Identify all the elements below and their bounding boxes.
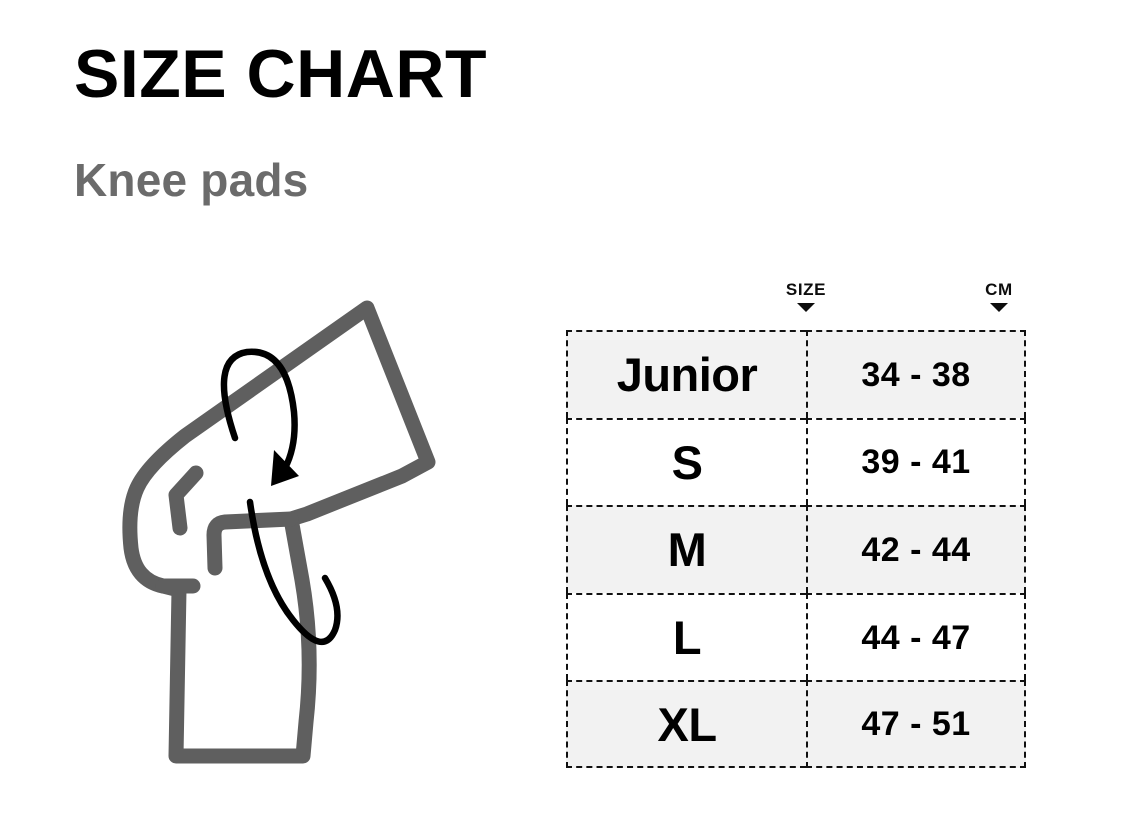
size-label: Junior [616,348,758,402]
cm-value: 44 - 47 [861,618,971,657]
table-cell-size: M [566,505,806,593]
table-row: L 44 - 47 [566,592,1026,681]
size-chart-table: Junior 34 - 38 S 39 - 41 M 42 - 44 L 44 … [566,330,1026,768]
table-cell-cm: 34 - 38 [806,330,1026,418]
table-cell-size: L [566,592,806,681]
column-header-cm: CM [919,281,1079,312]
table-row: Junior 34 - 38 [566,330,1026,418]
cm-value: 39 - 41 [861,443,971,482]
column-header-size: SIZE [726,281,886,312]
table-cell-cm: 47 - 51 [806,680,1026,768]
arrowhead-icon [271,450,299,486]
page-title: SIZE CHART [74,36,487,112]
table-row: XL 47 - 51 [566,680,1026,768]
size-label: L [672,611,702,665]
size-label: XL [657,697,717,751]
table-cell-size: S [566,417,806,506]
chevron-down-icon [990,303,1008,312]
table-cell-cm: 42 - 44 [806,505,1026,593]
table-cell-size: XL [566,680,806,768]
size-label: M [667,523,707,577]
chevron-down-icon [797,303,815,312]
measurement-loop-arrow-icon [220,348,341,646]
knee-pad-outline-icon [122,300,436,764]
cm-value: 42 - 44 [861,530,971,569]
cm-value: 34 - 38 [861,355,971,394]
table-cell-cm: 44 - 47 [806,592,1026,681]
page-subtitle: Knee pads [74,154,309,206]
table-row: S 39 - 41 [566,417,1026,506]
knee-pad-illustration [75,290,475,790]
table-column-headers: SIZE CM [566,281,1026,327]
table-cell-cm: 39 - 41 [806,417,1026,506]
table-cell-size: Junior [566,330,806,418]
column-header-cm-label: CM [985,280,1013,299]
size-label: S [671,435,703,489]
column-header-size-label: SIZE [785,280,827,299]
cm-value: 47 - 51 [861,705,971,744]
table-row: M 42 - 44 [566,505,1026,593]
